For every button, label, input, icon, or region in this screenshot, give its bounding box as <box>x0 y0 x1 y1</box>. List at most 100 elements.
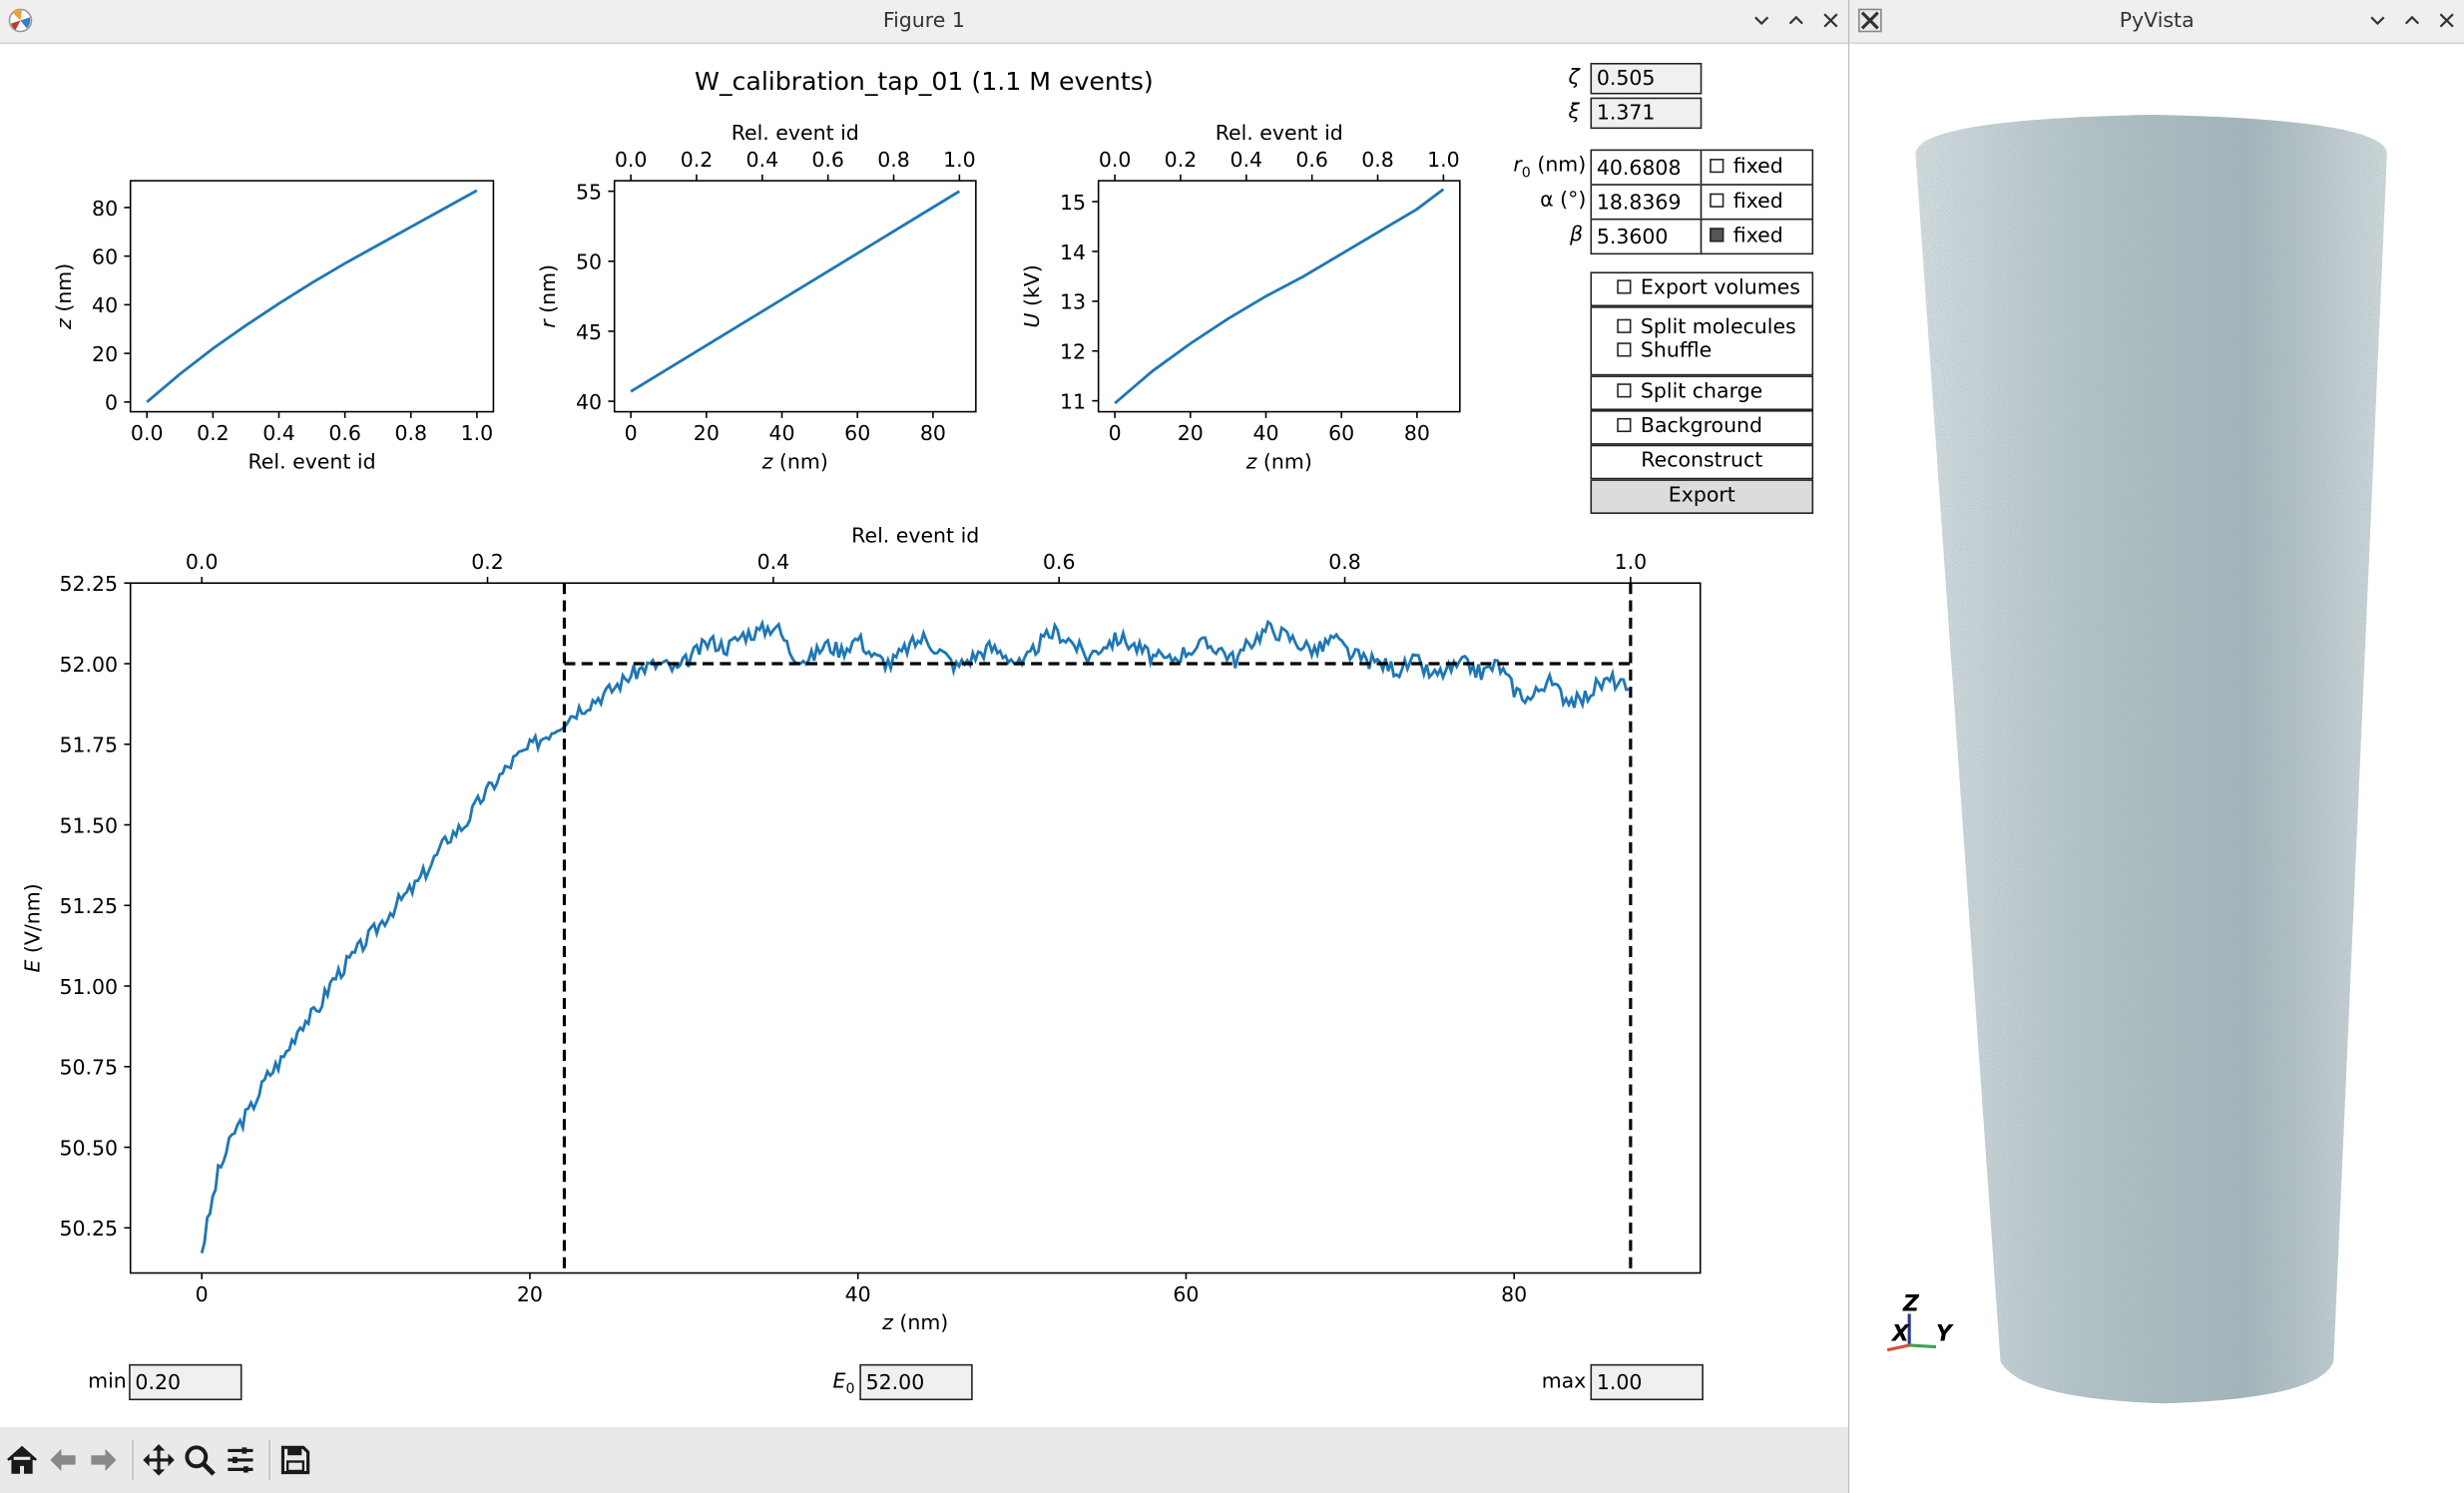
figure-titlebar[interactable]: Figure 1 <box>0 0 1848 45</box>
configure-button[interactable] <box>222 1441 259 1479</box>
x-tick-label: 0.8 <box>394 421 427 445</box>
xi-label: ξ <box>1568 100 1580 125</box>
point-cloud-grain <box>1915 114 2387 1404</box>
checkbox-icon <box>1617 318 1632 333</box>
close-icon <box>2439 13 2454 28</box>
figure-canvas[interactable]: W_calibration_tap_01 (1.1 M events) 0.0 0… <box>0 44 1848 1427</box>
y-tick-label: 40 <box>92 293 118 317</box>
checkbox-icon <box>1617 342 1632 357</box>
y-tick-label: 50.75 <box>59 1056 118 1080</box>
x-tick-label: 0.6 <box>328 421 361 445</box>
pyvista-render-view[interactable]: Z X Y <box>1849 44 2464 1493</box>
x-tick-label: 20 <box>694 421 720 445</box>
x-tick-label: 0.0 <box>131 421 164 445</box>
figure-suptitle: W_calibration_tap_01 (1.1 M events) <box>695 67 1154 96</box>
minimize-button[interactable] <box>2363 8 2391 33</box>
figure-plots[interactable]: W_calibration_tap_01 (1.1 M events) 0.0 0… <box>0 44 1848 1427</box>
forward-icon <box>91 1448 117 1471</box>
pyvista-titlebar[interactable]: PyVista <box>1849 0 2464 45</box>
data-series-line <box>630 190 961 393</box>
chart-z-vs-event[interactable]: 0.0 0.2 0.4 0.6 0.8 1.0 0 20 40 60 80 Rel. event id… <box>52 180 495 473</box>
beta-field[interactable]: 5.3600 <box>1590 218 1703 255</box>
zeta-field[interactable]: 0.505 <box>1590 62 1703 95</box>
plot-frame <box>1097 180 1461 413</box>
beta-fixed-checkbox[interactable]: fixed <box>1700 218 1814 255</box>
top-x-tick-label: 0.0 <box>1099 148 1132 172</box>
data-series-line <box>1114 188 1445 405</box>
chart-u-vs-z[interactable]: 0 20 40 60 80 11 12 13 14 15 0.0 0.2 0.4 0.6 0.8 1.0 Rel… <box>1020 121 1461 473</box>
x-tick-label: 60 <box>1328 421 1354 445</box>
max-label: max <box>1541 1370 1587 1394</box>
y-axis-label: r (nm) <box>536 264 560 328</box>
close-button[interactable] <box>2433 8 2461 33</box>
x-tick-label: 60 <box>1173 1282 1199 1306</box>
r0-fixed-checkbox[interactable]: fixed <box>1700 149 1814 186</box>
top-x-tick-label: 0.2 <box>681 148 714 172</box>
y-tick-label: 51.75 <box>59 734 118 757</box>
chevron-up-icon <box>2404 15 2420 25</box>
top-x-tick-label: 0.6 <box>1295 148 1328 172</box>
x-tick-label: 80 <box>1404 421 1430 445</box>
top-x-tick-label: 0.4 <box>746 148 779 172</box>
y-tick-label: 80 <box>92 197 118 221</box>
axis-x-label: X <box>1890 1321 1910 1346</box>
save-button[interactable] <box>276 1441 314 1479</box>
x-tick-label: 40 <box>768 421 794 445</box>
chevron-down-icon <box>2370 16 2385 26</box>
y-tick-label: 50.50 <box>59 1136 118 1160</box>
alpha-fixed-checkbox[interactable]: fixed <box>1700 184 1814 221</box>
x-tick-label: 20 <box>1178 421 1204 445</box>
alpha-label: α (°) <box>1540 188 1587 213</box>
export-volumes-checkbox[interactable]: Export volumes <box>1590 271 1814 307</box>
y-tick-label: 13 <box>1060 290 1086 314</box>
minimize-button[interactable] <box>1747 8 1775 33</box>
y-tick-label: 50 <box>576 250 602 274</box>
back-icon <box>50 1448 76 1471</box>
x-tick-label: 60 <box>844 421 870 445</box>
chart-e-vs-z[interactable]: 0 20 40 60 80 50.25 50.50 50.75 51.00 51.25 51.50 5… <box>20 523 1702 1334</box>
export-button[interactable]: Export <box>1590 479 1814 514</box>
top-x-tick-label: 0.8 <box>1361 148 1394 172</box>
y-tick-label: 51.50 <box>59 813 118 837</box>
min-field[interactable]: 0.20 <box>129 1363 243 1401</box>
y-tick-label: 14 <box>1060 241 1086 264</box>
chevron-down-icon <box>1754 16 1769 26</box>
background-checkbox[interactable]: Background <box>1590 410 1814 445</box>
x-axis-label: z (nm) <box>881 1310 948 1334</box>
top-x-axis-label: Rel. event id <box>851 523 979 547</box>
save-icon <box>280 1445 310 1475</box>
top-x-tick-label: 1.0 <box>1615 550 1648 574</box>
top-x-tick-label: 0.8 <box>1328 550 1361 574</box>
e0-field[interactable]: 52.00 <box>859 1363 973 1401</box>
top-x-tick-label: 0.0 <box>615 148 648 172</box>
data-series-line <box>146 189 478 403</box>
back-button[interactable] <box>44 1441 82 1479</box>
shuffle-checkbox[interactable]: Shuffle <box>1617 339 1811 363</box>
close-button[interactable] <box>1816 8 1844 33</box>
y-axis-label: E (V/nm) <box>20 883 44 972</box>
figure-window-title: Figure 1 <box>882 9 965 34</box>
split-charge-checkbox[interactable]: Split charge <box>1590 375 1814 411</box>
forward-button[interactable] <box>85 1441 123 1479</box>
x-tick-label: 80 <box>1501 1282 1527 1306</box>
maximize-button[interactable] <box>1782 8 1810 33</box>
x-tick-label: 0 <box>196 1282 209 1306</box>
configure-icon <box>228 1447 253 1473</box>
r0-field[interactable]: 40.6808 <box>1590 149 1703 186</box>
max-field[interactable]: 1.00 <box>1590 1363 1704 1401</box>
y-tick-label: 52.25 <box>59 572 118 596</box>
beta-label: β <box>1570 223 1584 248</box>
maximize-button[interactable] <box>2398 8 2426 33</box>
alpha-field[interactable]: 18.8369 <box>1590 184 1703 221</box>
data-series-line <box>200 618 1630 1253</box>
point-cloud-view[interactable]: Z X Y <box>1849 44 2464 1493</box>
chart-r-vs-z[interactable]: 0 20 40 60 80 40 45 50 55 0.0 0.2 0.4 0.6 0.8 1.0 Rel. … <box>536 121 977 473</box>
reconstruct-button[interactable]: Reconstruct <box>1590 444 1814 480</box>
toolbar-separator <box>268 1439 270 1481</box>
split-molecules-checkbox[interactable]: Split molecules <box>1617 316 1811 340</box>
zoom-button[interactable] <box>181 1441 219 1479</box>
pan-button[interactable] <box>140 1441 178 1479</box>
home-button[interactable] <box>3 1441 41 1479</box>
close-icon <box>1823 13 1838 28</box>
xi-field[interactable]: 1.371 <box>1590 97 1703 130</box>
